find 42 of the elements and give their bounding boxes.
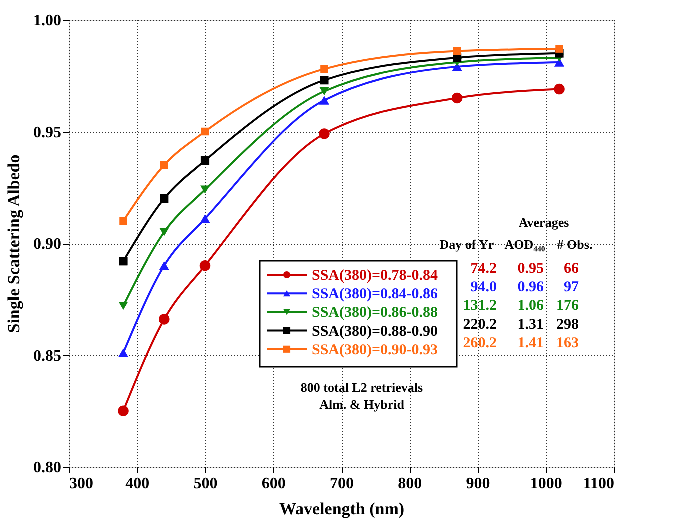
annotation: 0.96 [518, 280, 544, 296]
y-tick-label: 0.90 [34, 236, 62, 253]
x-tick-label: 500 [194, 476, 218, 492]
annotation: 260.2 [463, 335, 497, 352]
x-tick-label: 900 [466, 476, 490, 492]
y-tick-label: 0.95 [34, 124, 62, 142]
x-tick-label: 400 [126, 476, 150, 492]
annotation: # Obs. [557, 237, 593, 252]
x-tick-label: 700 [330, 476, 354, 492]
annotation: AOD₄₄₀ [504, 237, 546, 252]
legend-label: SSA(380)=0.86-0.88 [312, 305, 438, 322]
annotation: 94.0 [470, 280, 497, 296]
x-tick-label: 1000 [530, 476, 562, 492]
annotation: 220.2 [463, 316, 497, 333]
x-tick-label: 800 [398, 476, 422, 492]
x-tick-label: 1100 [583, 476, 614, 492]
legend-label: SSA(380)=0.88-0.90 [312, 324, 438, 340]
annotation: 1.31 [518, 316, 544, 333]
annotation: 800 total L2 retrievals [300, 380, 424, 395]
y-tick-label: 0.80 [34, 460, 62, 476]
annotation: Alm. & Hybrid [320, 397, 406, 412]
y-tick-label: 1.00 [34, 12, 62, 30]
x-axis-title: Wavelength (nm) [279, 500, 405, 518]
annotation: 1.06 [518, 298, 544, 314]
annotation: 131.2 [463, 298, 497, 314]
annotation: 97 [564, 280, 580, 296]
annotation: 163 [556, 335, 579, 352]
annotation: Day of Yr [440, 237, 494, 252]
annotation: 298 [556, 316, 579, 333]
legend-label: SSA(380)=0.78-0.84 [312, 268, 439, 284]
annotation: 176 [556, 298, 580, 314]
legend-label: SSA(380)=0.84-0.86 [312, 286, 439, 303]
annotation: 74.2 [470, 261, 497, 277]
annotation: Averages [518, 215, 570, 230]
x-tick-label: 300 [70, 476, 94, 492]
x-tick-label: 600 [262, 476, 286, 492]
y-tick-label: 0.85 [34, 348, 62, 365]
annotation: 0.95 [518, 261, 544, 277]
annotation: 66 [564, 261, 580, 277]
legend-label: SSA(380)=0.90-0.93 [312, 342, 438, 358]
annotation: 1.41 [518, 335, 544, 352]
y-axis-title: Single Scattering Albedo [4, 154, 24, 334]
